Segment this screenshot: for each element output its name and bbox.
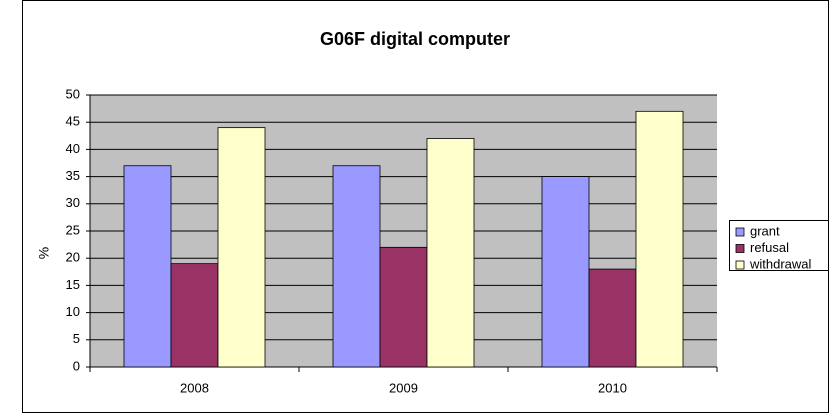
bar [379,246,428,368]
y-tick-label: 10 [66,304,80,319]
y-tick-label: 15 [66,277,80,292]
x-tick-label: 2009 [389,380,418,395]
chart-title: G06F digital computer [320,29,510,49]
legend [729,220,829,271]
x-tick-label: 2008 [180,380,209,395]
bar [635,110,684,368]
y-axis-label: % [36,247,52,259]
bar [332,165,381,368]
legend-label: refusal [750,240,789,255]
bar [217,127,266,368]
bar [541,176,590,368]
y-tick-label: 5 [73,331,80,346]
y-tick-label: 35 [66,168,80,183]
y-tick-label: 30 [66,195,80,210]
legend-swatch [735,227,745,237]
x-tick-label: 2010 [598,380,627,395]
legend-label: grant [750,223,780,238]
legend-swatch [735,260,745,270]
y-tick-label: 40 [66,141,80,156]
y-tick-label: 0 [73,358,80,373]
bar [426,138,475,368]
bar [123,165,172,368]
y-tick-label: 20 [66,250,80,265]
bar [588,268,637,368]
y-tick-label: 50 [66,86,80,101]
legend-swatch [735,244,745,253]
y-tick-label: 25 [66,222,80,237]
bar [170,263,219,368]
legend-label: withdrawal [749,256,812,271]
y-tick-label: 45 [66,114,80,129]
